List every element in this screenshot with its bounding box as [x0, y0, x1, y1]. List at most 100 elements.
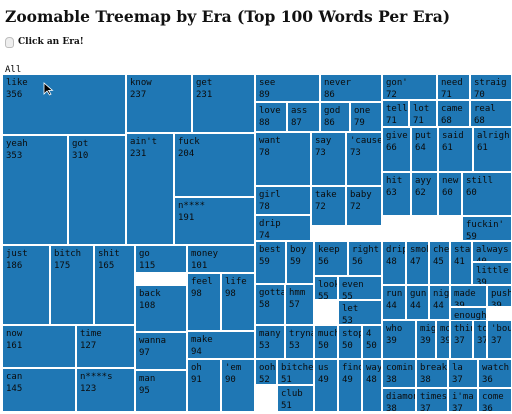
treemap-cell[interactable]: oh 91	[187, 359, 221, 412]
treemap-cell[interactable]: club 51	[277, 385, 314, 412]
treemap-cell[interactable]: hmm 57	[285, 284, 314, 325]
treemap-cell[interactable]: boy 59	[286, 241, 314, 284]
treemap-cell[interactable]: drip 48	[382, 241, 406, 285]
treemap-cell[interactable]: think 37	[450, 320, 473, 359]
treemap-cell[interactable]: make 94	[187, 331, 255, 359]
treemap-cell[interactable]: gun 44	[406, 285, 429, 320]
treemap-cell[interactable]: 4 50	[362, 325, 382, 359]
treemap-cell[interactable]: like 356	[2, 74, 126, 135]
treemap-cell[interactable]: even 55	[338, 276, 382, 300]
treemap-cell[interactable]: money 101	[187, 245, 255, 273]
treemap-cell[interactable]: lot 71	[409, 100, 437, 127]
treemap-cell[interactable]: yeah 353	[2, 135, 68, 245]
treemap-cell[interactable]: bitch 175	[50, 245, 94, 325]
treemap-cell[interactable]: just 186	[2, 245, 50, 325]
treemap-cell[interactable]: told 37	[473, 320, 487, 359]
treemap-cell[interactable]: said 61	[438, 127, 473, 172]
treemap-cell[interactable]: best 59	[255, 241, 286, 284]
treemap-cell[interactable]: put 64	[411, 127, 438, 172]
treemap-cell[interactable]: right 56	[348, 241, 382, 276]
treemap-cell[interactable]: take 72	[311, 186, 346, 226]
treemap-cell[interactable]: us 49	[314, 359, 338, 412]
treemap-cell[interactable]: 'em 90	[221, 359, 255, 412]
treemap-cell[interactable]: night 44	[429, 285, 450, 320]
treemap-cell[interactable]: hit 63	[382, 172, 411, 216]
treemap-cell[interactable]: 'cause 73	[346, 132, 382, 186]
treemap-cell[interactable]: more 39	[436, 320, 450, 359]
treemap-cell[interactable]: might 39	[416, 320, 436, 359]
treemap-cell[interactable]: girl 78	[255, 186, 311, 215]
treemap-cell[interactable]: wanna 97	[135, 332, 187, 370]
treemap-cell[interactable]: run 44	[382, 285, 406, 320]
treemap-cell[interactable]: times 37	[416, 388, 448, 412]
treemap-cell[interactable]: keep 56	[314, 241, 348, 276]
treemap-cell[interactable]: way 48	[362, 359, 382, 412]
treemap-cell[interactable]: feel 98	[187, 273, 221, 331]
treemap-cell[interactable]: n**** 191	[174, 197, 255, 245]
treemap-cell[interactable]: always 40	[472, 241, 512, 262]
treemap-cell[interactable]: one 79	[350, 102, 382, 132]
treemap-cell[interactable]: much 50	[314, 325, 338, 359]
treemap-cell[interactable]: now 161	[2, 325, 76, 368]
treemap-cell[interactable]: got 310	[68, 135, 126, 245]
treemap-cell[interactable]: see 89	[255, 74, 320, 102]
treemap-cell[interactable]: diamond 38	[382, 388, 416, 412]
treemap-cell[interactable]: tell 71	[382, 100, 409, 127]
treemap-cell[interactable]: know 237	[126, 74, 192, 133]
treemap-cell[interactable]: who 39	[382, 320, 416, 359]
treemap-cell[interactable]: come 36	[478, 388, 512, 412]
treemap-cell[interactable]: gon' 72	[382, 74, 437, 100]
treemap-cell[interactable]: shit 165	[94, 245, 135, 325]
treemap-cell[interactable]: still 60	[462, 172, 512, 216]
treemap-cell[interactable]: tryna 53	[285, 325, 314, 359]
treemap-cell[interactable]: fuck 204	[174, 133, 255, 197]
treemap-cell[interactable]: ain't 231	[126, 133, 174, 245]
treemap-cell[interactable]: made 39	[450, 285, 487, 307]
treemap-cell[interactable]: i'ma 37	[448, 388, 478, 412]
treemap-cell[interactable]: let 53	[338, 300, 382, 325]
treemap-cell[interactable]: stay 41	[450, 241, 472, 285]
treemap-cell[interactable]: little 39	[472, 262, 512, 285]
treemap-cell[interactable]: baby 72	[346, 186, 382, 226]
treemap-cell[interactable]: god 86	[320, 102, 350, 132]
treemap-cell[interactable]: alrigh 61	[473, 127, 512, 172]
treemap-cell[interactable]: life 98	[221, 273, 255, 331]
treemap-cell[interactable]: push 39	[487, 285, 512, 307]
treemap-cell[interactable]: real 68	[470, 100, 512, 127]
treemap-cell[interactable]: love 88	[255, 102, 287, 132]
treemap-cell[interactable]: ass 87	[287, 102, 320, 132]
treemap-cell[interactable]: came 68	[437, 100, 470, 127]
treemap-cell[interactable]: get 231	[192, 74, 255, 133]
treemap-cell[interactable]: n****s 123	[76, 368, 135, 412]
treemap-cell[interactable]: la 37	[448, 359, 478, 388]
treemap-cell[interactable]: never 86	[320, 74, 382, 102]
treemap-cell[interactable]: many 53	[255, 325, 285, 359]
treemap-cell[interactable]: time 127	[76, 325, 135, 368]
treemap-cell[interactable]: need 71	[437, 74, 470, 100]
treemap-cell[interactable]: comin 38	[382, 359, 416, 388]
treemap-cell[interactable]: find 49	[338, 359, 362, 412]
treemap-cell[interactable]: go 115	[135, 245, 187, 273]
treemap-cell[interactable]: can 145	[2, 368, 76, 412]
treemap-cell[interactable]: smoke 47	[406, 241, 429, 285]
treemap-cell[interactable]: 'bout 37	[487, 320, 512, 359]
treemap-cell[interactable]: say 73	[311, 132, 346, 186]
treemap-cell[interactable]: stop 50	[338, 325, 362, 359]
treemap-cell[interactable]: ayy 62	[411, 172, 438, 216]
treemap-cell[interactable]: straig 70	[470, 74, 512, 100]
treemap-cell[interactable]: break 38	[416, 359, 448, 388]
treemap-cell[interactable]: look 55	[314, 276, 338, 300]
treemap-cell[interactable]: give 66	[382, 127, 411, 172]
treemap-cell[interactable]: drip 74	[255, 215, 311, 241]
treemap-cell[interactable]: want 78	[255, 132, 311, 186]
treemap-cell[interactable]: new 60	[438, 172, 462, 216]
breadcrumb[interactable]: All	[5, 65, 22, 75]
treemap-cell[interactable]: watch 36	[478, 359, 512, 388]
treemap-cell[interactable]: man 95	[135, 370, 187, 412]
treemap-cell[interactable]: check 45	[429, 241, 450, 285]
treemap-cell[interactable]: ooh 52	[255, 359, 277, 385]
treemap-cell[interactable]: back 108	[135, 285, 187, 332]
treemap-cell[interactable]: gotta 58	[255, 284, 285, 325]
treemap-cell[interactable]: fuckin' 59	[462, 216, 512, 241]
treemap-cell[interactable]: bitches 51	[277, 359, 314, 385]
